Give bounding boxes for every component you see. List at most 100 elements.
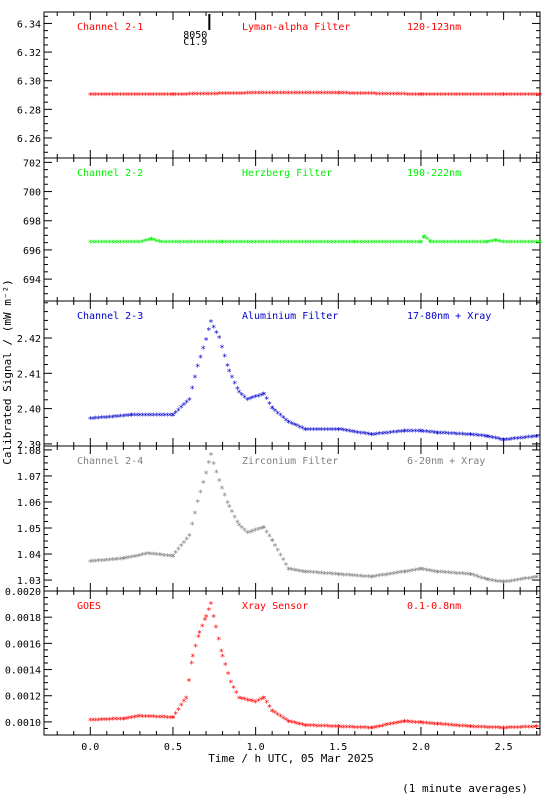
data-point: * [226, 504, 231, 514]
data-point: * [170, 92, 175, 102]
panel-channel-label: Channel 2-1 [77, 22, 143, 33]
data-point: * [341, 724, 346, 734]
data-point: * [418, 92, 423, 102]
data-point: * [250, 239, 255, 249]
x-tick-label: 0.5 [164, 742, 182, 753]
data-point: * [152, 237, 157, 247]
data-point: * [245, 697, 250, 707]
data-point: * [366, 431, 371, 441]
data-point: * [484, 433, 489, 443]
data-point: * [253, 239, 258, 249]
data-point: * [517, 435, 522, 445]
data-point: * [291, 567, 296, 577]
data-point: * [336, 571, 341, 581]
data-point: * [371, 724, 376, 734]
data-point: * [294, 239, 299, 249]
data-point: * [382, 722, 387, 732]
data-point: * [377, 431, 382, 441]
data-point: * [435, 569, 440, 579]
data-point: * [471, 572, 476, 582]
data-point: * [471, 724, 476, 734]
data-point: * [374, 91, 379, 101]
data-point: * [225, 239, 230, 249]
data-point: * [424, 429, 429, 439]
data-point: * [236, 239, 241, 249]
data-point: * [421, 720, 426, 730]
data-point: * [482, 433, 487, 443]
flare-marker-label-1: 8050 [183, 30, 207, 41]
data-point: * [239, 392, 244, 402]
data-point: * [415, 567, 420, 577]
data-point: * [432, 568, 437, 578]
data-point: * [145, 92, 150, 102]
panel-channel-label: Channel 2-4 [77, 456, 143, 467]
data-point: * [242, 394, 247, 404]
data-point: * [272, 90, 277, 100]
data-point: * [468, 724, 473, 734]
data-point: * [115, 239, 120, 249]
data-point: * [289, 719, 294, 729]
data-point: * [371, 91, 376, 101]
data-point: * [327, 571, 332, 581]
data-point: * [247, 239, 252, 249]
data-point: * [223, 91, 228, 101]
data-point: * [132, 92, 137, 102]
data-point: * [286, 718, 291, 728]
data-point: * [217, 91, 222, 101]
data-point: * [187, 396, 192, 406]
data-point: * [534, 724, 539, 734]
data-point: * [93, 415, 98, 425]
data-point: * [404, 428, 409, 438]
data-point: * [162, 552, 167, 562]
y-tick-label: 0.0014 [5, 666, 41, 677]
data-point: * [261, 239, 266, 249]
data-point: * [435, 92, 440, 102]
data-point: * [129, 92, 134, 102]
data-point: * [250, 698, 255, 708]
data-point: * [300, 722, 305, 732]
data-point: * [327, 426, 332, 436]
data-point: * [456, 239, 461, 249]
panel-band-label: 190-222nm [407, 168, 461, 179]
data-point: * [363, 574, 368, 584]
panel-filter-label: Xray Sensor [242, 601, 308, 612]
data-point: * [349, 90, 354, 100]
data-point: * [472, 239, 477, 249]
data-point: * [121, 556, 126, 566]
data-point: * [253, 699, 258, 709]
data-point: * [283, 717, 288, 727]
data-point: * [501, 92, 506, 102]
data-point: * [247, 395, 252, 405]
data-point: * [110, 92, 115, 102]
data-point: * [137, 92, 142, 102]
data-point: * [118, 413, 123, 423]
data-point: * [399, 91, 404, 101]
data-point: * [418, 566, 423, 576]
data-point: * [110, 716, 115, 726]
data-point: * [369, 725, 374, 735]
data-point: * [504, 239, 509, 249]
data-point: * [391, 570, 396, 580]
data-point: * [341, 239, 346, 249]
data-point: * [269, 405, 274, 415]
data-point: * [239, 696, 244, 706]
data-point: * [269, 708, 274, 718]
panel-filter-label: Aluminium Filter [242, 311, 338, 322]
data-point: * [438, 721, 443, 731]
data-point: * [487, 577, 492, 587]
data-point: * [399, 569, 404, 579]
data-point: * [264, 699, 269, 709]
data-point: * [149, 236, 154, 246]
data-point: * [112, 556, 117, 566]
data-point: * [352, 239, 357, 249]
data-point: * [377, 573, 382, 583]
data-point: * [176, 91, 181, 101]
data-point: * [154, 92, 159, 102]
data-point: * [451, 570, 456, 580]
data-point: * [156, 714, 161, 724]
data-point: * [410, 567, 415, 577]
data-point: * [308, 239, 313, 249]
data-point: * [228, 239, 233, 249]
data-point: * [256, 393, 261, 403]
data-point: * [443, 430, 448, 440]
